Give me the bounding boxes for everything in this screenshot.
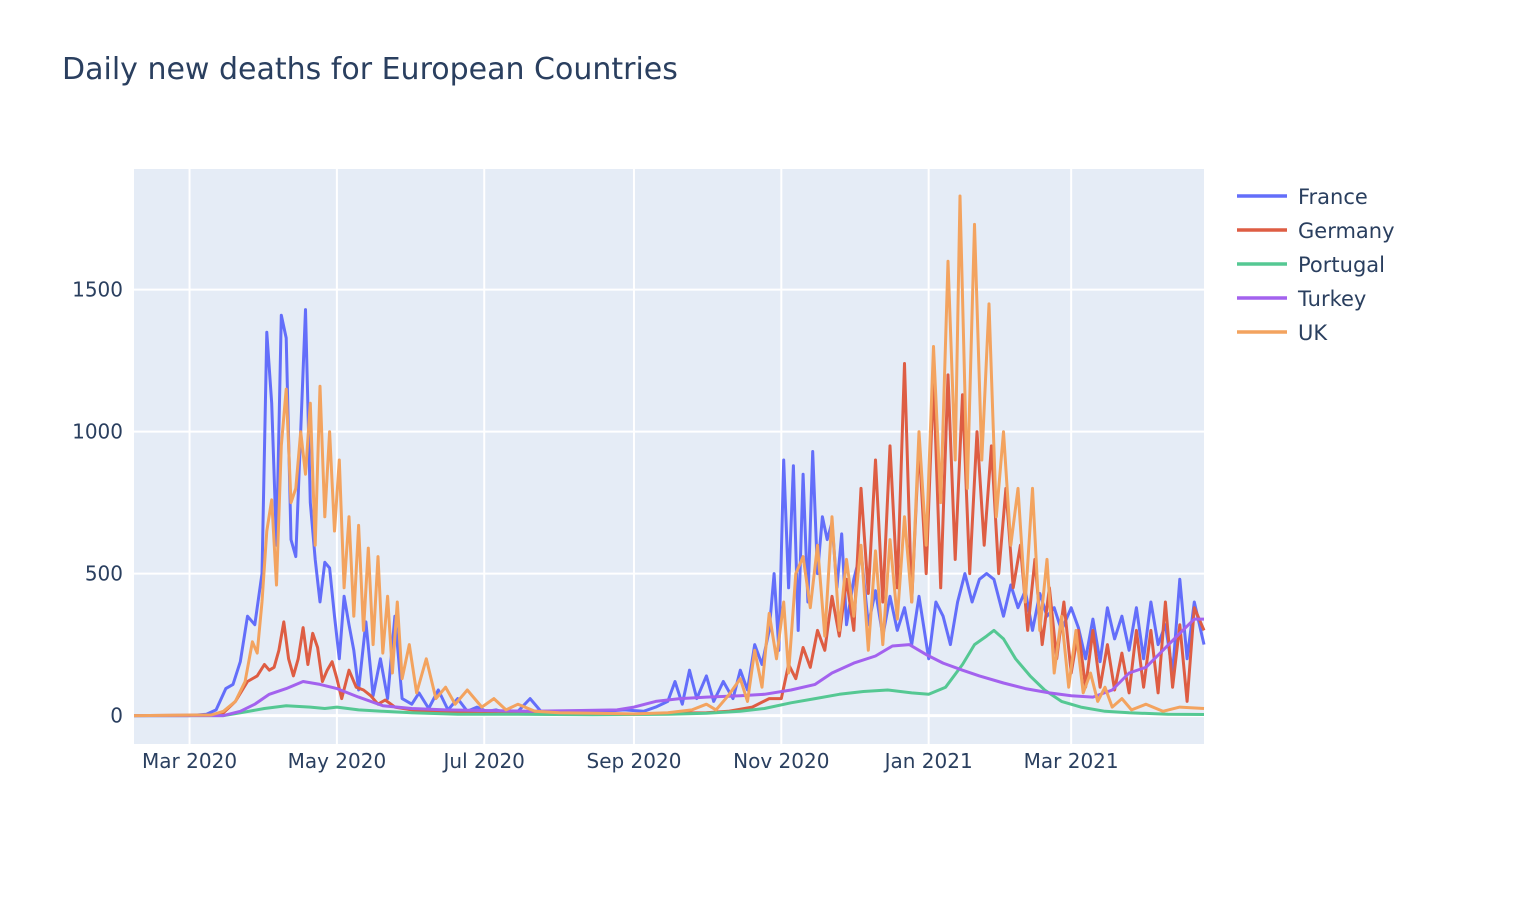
y-tick-label: 1000 xyxy=(72,420,123,444)
series-line-germany xyxy=(133,362,1206,718)
plot-area xyxy=(134,169,1204,744)
legend-item-france[interactable]: France xyxy=(1237,185,1368,209)
x-tick-label: Jan 2021 xyxy=(883,749,973,773)
x-tick-label: Jul 2020 xyxy=(442,749,525,773)
y-axis-ticks: 0 500 1000 1500 xyxy=(72,278,123,728)
series-line-portugal xyxy=(134,628,1205,718)
chart-title: Daily new deaths for European Countries xyxy=(62,52,678,87)
y-tick-label: 0 xyxy=(110,704,123,728)
legend[interactable]: France Germany Portugal Turkey UK xyxy=(1237,185,1395,345)
y-tick-label: 500 xyxy=(85,562,123,586)
legend-item-germany[interactable]: Germany xyxy=(1237,219,1395,243)
legend-label: Portugal xyxy=(1298,253,1385,277)
x-tick-label: Mar 2021 xyxy=(1024,749,1119,773)
legend-item-turkey[interactable]: Turkey xyxy=(1237,287,1366,311)
legend-label: UK xyxy=(1298,321,1328,345)
legend-label: France xyxy=(1298,185,1368,209)
series-lines xyxy=(133,194,1206,718)
legend-item-portugal[interactable]: Portugal xyxy=(1237,253,1385,277)
y-tick-label: 1500 xyxy=(72,278,123,302)
x-tick-label: Mar 2020 xyxy=(142,749,237,773)
x-axis-ticks: Mar 2020 May 2020 Jul 2020 Sep 2020 Nov 2020… xyxy=(142,749,1119,773)
series-line-uk xyxy=(133,194,1205,718)
x-tick-label: Sep 2020 xyxy=(587,749,682,773)
x-tick-label: Nov 2020 xyxy=(733,749,829,773)
legend-item-uk[interactable]: UK xyxy=(1237,321,1328,345)
legend-label: Germany xyxy=(1298,219,1395,243)
x-tick-label: May 2020 xyxy=(288,749,387,773)
legend-label: Turkey xyxy=(1297,287,1366,311)
series-line-turkey xyxy=(134,617,1204,718)
